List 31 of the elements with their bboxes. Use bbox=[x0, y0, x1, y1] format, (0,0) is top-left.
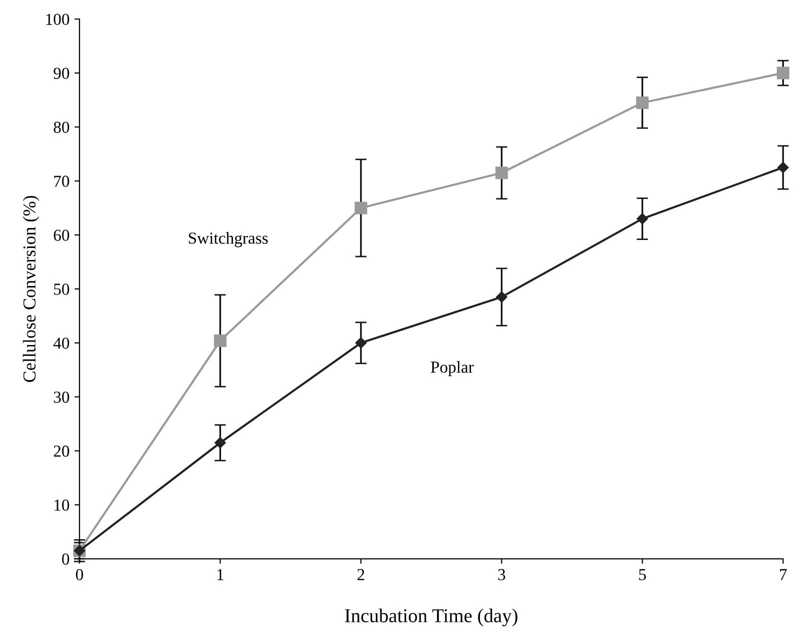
y-tick-label: 60 bbox=[54, 230, 70, 241]
x-axis-title: Incubation Time (day) bbox=[345, 608, 518, 626]
y-tick-label: 90 bbox=[54, 68, 70, 79]
y-tick-label: 10 bbox=[54, 500, 70, 511]
point bbox=[636, 96, 649, 109]
x-tick-label: 7 bbox=[780, 569, 787, 580]
point bbox=[777, 162, 789, 174]
point bbox=[776, 66, 790, 80]
point bbox=[355, 337, 367, 349]
y-tick-label: 50 bbox=[54, 284, 70, 295]
y-tick-label: 20 bbox=[54, 446, 70, 457]
point bbox=[636, 213, 648, 224]
y-tick-label: 80 bbox=[54, 122, 70, 133]
x-tick-label: 0 bbox=[76, 569, 84, 580]
point bbox=[354, 202, 368, 214]
y-tick-label: 40 bbox=[53, 338, 70, 349]
point bbox=[214, 437, 226, 448]
y-tick-label: 100 bbox=[46, 14, 70, 25]
y-tick-label: 70 bbox=[54, 176, 70, 187]
point bbox=[495, 166, 508, 180]
y-tick-label: 0 bbox=[62, 554, 70, 565]
x-tick-label: 1 bbox=[218, 569, 224, 580]
point bbox=[214, 334, 226, 347]
point bbox=[496, 291, 508, 303]
x-tick-label: 5 bbox=[639, 569, 646, 580]
y-tick-label: 30 bbox=[54, 392, 70, 403]
y-axis-title: Cellulose Conversion (%) bbox=[22, 196, 40, 382]
x-tick-label: 2 bbox=[357, 569, 364, 580]
x-tick-label: 3 bbox=[498, 569, 506, 580]
text: Poplar bbox=[430, 361, 474, 376]
text: Switchgrass bbox=[188, 232, 268, 248]
